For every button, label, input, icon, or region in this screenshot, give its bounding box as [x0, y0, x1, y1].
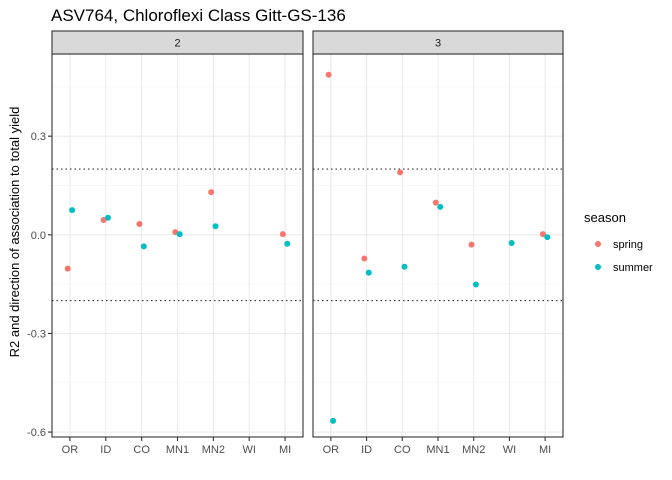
y-tick-label: 0.0 — [31, 230, 46, 242]
x-tick-label: MN2 — [462, 444, 485, 456]
point-summer-MN1 — [176, 231, 183, 238]
point-summer-WI — [508, 240, 515, 247]
x-tick-label: CO — [133, 444, 150, 456]
point-summer-CO — [140, 243, 147, 250]
x-tick-label: WI — [503, 444, 516, 456]
x-tick-label: ID — [100, 444, 111, 456]
point-spring-CO — [136, 220, 143, 227]
legend-title: season — [584, 210, 626, 225]
point-spring-OR — [325, 71, 332, 78]
point-spring-MN2 — [468, 241, 475, 248]
y-tick-label: -0.3 — [27, 328, 46, 340]
point-summer-MN2 — [212, 223, 219, 230]
facet-strip-label: 2 — [174, 38, 180, 50]
legend-label-summer: summer — [613, 262, 653, 274]
legend: season spring summer — [584, 210, 653, 274]
legend-label-spring: spring — [613, 239, 643, 251]
point-summer-CO — [401, 263, 408, 270]
x-tick-label: MI — [539, 444, 551, 456]
x-tick-label: OR — [62, 444, 79, 456]
x-tick-label: WI — [242, 444, 255, 456]
y-tick-label: -0.6 — [27, 427, 46, 439]
facet-panel-3: 3 OR ID CO MN1 MN2 WI MI — [312, 30, 564, 456]
x-tick-label: CO — [394, 444, 411, 456]
point-summer-MI — [544, 234, 551, 241]
point-spring-MN1 — [432, 199, 439, 206]
point-summer-MI — [284, 240, 291, 247]
y-axis-label: R2 and direction of association to total… — [7, 107, 22, 358]
point-summer-MN2 — [472, 281, 479, 288]
x-tick-label: MN2 — [202, 444, 225, 456]
point-summer-MN1 — [437, 203, 444, 210]
point-spring-MI — [539, 231, 546, 238]
chart-title: ASV764, Chloroflexi Class Gitt-GS-136 — [51, 6, 346, 25]
point-spring-ID — [361, 255, 368, 262]
facet-panel-2: 2 OR ID CO MN1 MN2 WI MI -0.6 -0.3 0.0 0.3 — [27, 30, 304, 456]
point-spring-MI — [279, 231, 286, 238]
legend-key-summer — [595, 264, 601, 270]
legend-key-spring — [595, 241, 601, 247]
point-summer-OR — [330, 417, 337, 424]
x-tick-label: MI — [279, 444, 291, 456]
y-tick-label: 0.3 — [31, 131, 46, 143]
point-spring-CO — [397, 169, 404, 176]
facet-strip-label: 3 — [435, 38, 441, 50]
point-spring-ID — [100, 217, 107, 224]
point-spring-OR — [64, 265, 71, 272]
x-tick-label: ID — [361, 444, 372, 456]
point-summer-ID — [365, 269, 372, 276]
facet-strip — [312, 30, 564, 55]
point-summer-ID — [104, 214, 111, 221]
facet-strip — [51, 30, 304, 55]
x-tick-label: MN1 — [426, 444, 449, 456]
point-summer-OR — [69, 207, 76, 214]
point-spring-MN2 — [208, 189, 215, 196]
x-tick-label: MN1 — [166, 444, 189, 456]
x-tick-label: OR — [323, 444, 340, 456]
